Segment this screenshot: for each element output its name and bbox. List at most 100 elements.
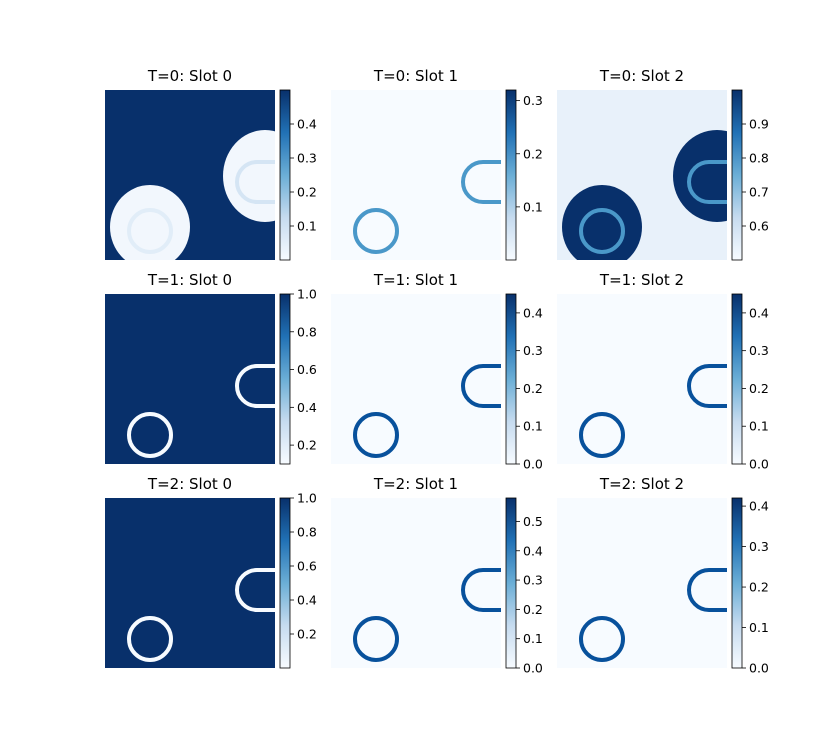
colorbar-tick-label: 0.9 bbox=[749, 117, 769, 132]
colorbar-tick-label: 1.0 bbox=[297, 287, 317, 302]
colorbar-tick-label: 0.4 bbox=[297, 117, 317, 132]
colorbar: 0.1 0.2 0.3 bbox=[505, 89, 543, 261]
heatmap-image bbox=[105, 294, 275, 464]
heatmap-panel-7: T=2: Slot 0 0.2 0.4 0.6 0.8 1.0 bbox=[105, 475, 317, 669]
colorbar-tick-label: 0.8 bbox=[297, 324, 317, 339]
c-ring bbox=[461, 364, 501, 408]
colorbar-tick-label: 1.0 bbox=[297, 491, 317, 506]
colorbar-tick-label: 0.7 bbox=[749, 185, 769, 200]
colorbar-tick-label: 0.2 bbox=[297, 438, 317, 453]
colorbar-gradient bbox=[505, 293, 517, 465]
colorbar: 0.2 0.4 0.6 0.8 1.0 bbox=[279, 491, 317, 669]
c-ring bbox=[687, 568, 727, 612]
c-ring bbox=[235, 364, 275, 408]
c-ring bbox=[687, 160, 727, 204]
blob bbox=[223, 130, 275, 222]
colorbar-tick-label: 0.1 bbox=[297, 219, 317, 234]
c-ring bbox=[235, 568, 275, 612]
panel-title: T=0: Slot 0 bbox=[147, 67, 232, 85]
colorbar-gradient bbox=[731, 89, 743, 261]
colorbar-tick-label: 0.4 bbox=[523, 543, 543, 558]
colorbar: 0.1 0.2 0.3 0.4 bbox=[279, 89, 317, 261]
colorbar-tick-label: 0.4 bbox=[749, 499, 769, 514]
circle-ring bbox=[127, 412, 173, 458]
heatmap-background bbox=[557, 294, 727, 464]
colorbar-tick-label: 0.3 bbox=[749, 539, 769, 554]
colorbar-gradient bbox=[279, 497, 291, 669]
colorbar-tick-label: 0.4 bbox=[297, 593, 317, 608]
colorbar-gradient bbox=[505, 89, 517, 261]
colorbar-tick-label: 0.2 bbox=[523, 146, 543, 161]
colorbar-tick-label: 0.0 bbox=[523, 661, 543, 676]
panel-title: T=2: Slot 0 bbox=[147, 475, 232, 493]
colorbar-tick-label: 0.1 bbox=[523, 199, 543, 214]
colorbar: 0.0 0.1 0.2 0.3 0.4 bbox=[505, 293, 543, 472]
heatmap-panel-1: T=0: Slot 0 0.1 0.2 0.3 0.4 bbox=[105, 67, 317, 261]
colorbar-tick-label: 0.8 bbox=[749, 151, 769, 166]
heatmap-image bbox=[557, 294, 727, 464]
c-ring bbox=[461, 160, 501, 204]
heatmap-background bbox=[331, 498, 501, 668]
heatmap-image bbox=[105, 498, 275, 668]
blob bbox=[110, 185, 190, 260]
heatmap-panel-2: T=0: Slot 1 0.1 0.2 0.3 bbox=[331, 67, 543, 261]
blob bbox=[562, 185, 642, 260]
circle-ring bbox=[353, 412, 399, 458]
circle-ring bbox=[579, 412, 625, 458]
colorbar-tick-label: 0.1 bbox=[749, 419, 769, 434]
colorbar-tick-label: 0.6 bbox=[297, 362, 317, 377]
heatmap-image bbox=[557, 498, 727, 668]
panel-title: T=0: Slot 2 bbox=[599, 67, 684, 85]
heatmap-panel-4: T=1: Slot 0 0.2 0.4 0.6 0.8 1.0 bbox=[105, 271, 317, 465]
colorbar: 0.0 0.1 0.2 0.3 0.4 0.5 bbox=[505, 497, 543, 676]
colorbar: 0.0 0.1 0.2 0.3 0.4 bbox=[731, 497, 769, 676]
colorbar-tick-label: 0.4 bbox=[523, 305, 543, 320]
panel-title: T=0: Slot 1 bbox=[373, 67, 458, 85]
colorbar-tick-label: 0.4 bbox=[749, 305, 769, 320]
heatmap-image bbox=[557, 90, 727, 260]
colorbar-tick-label: 0.2 bbox=[297, 185, 317, 200]
colorbar-tick-label: 0.5 bbox=[523, 514, 543, 529]
colorbar-gradient bbox=[279, 293, 291, 465]
colorbar: 0.6 0.7 0.8 0.9 bbox=[731, 89, 769, 261]
colorbar-tick-label: 0.6 bbox=[297, 559, 317, 574]
colorbar-tick-label: 0.2 bbox=[297, 627, 317, 642]
colorbar-tick-label: 0.2 bbox=[523, 602, 543, 617]
colorbar-tick-label: 0.2 bbox=[523, 381, 543, 396]
blob bbox=[673, 130, 727, 222]
colorbar: 0.2 0.4 0.6 0.8 1.0 bbox=[279, 287, 317, 465]
colorbar-gradient bbox=[731, 497, 743, 669]
heatmap-background bbox=[105, 294, 275, 464]
heatmap-image bbox=[331, 90, 501, 260]
heatmap-panel-6: T=1: Slot 2 0.0 0.1 0.2 0.3 0.4 bbox=[557, 271, 769, 472]
circle-ring bbox=[353, 208, 399, 254]
circle-ring bbox=[579, 208, 625, 254]
colorbar-tick-label: 0.3 bbox=[749, 343, 769, 358]
colorbar-tick-label: 0.3 bbox=[523, 573, 543, 588]
c-ring bbox=[235, 160, 275, 204]
colorbar-tick-label: 0.0 bbox=[749, 457, 769, 472]
circle-ring bbox=[127, 616, 173, 662]
c-ring bbox=[461, 568, 501, 612]
colorbar-tick-label: 0.4 bbox=[297, 400, 317, 415]
circle-ring bbox=[353, 616, 399, 662]
panel-title: T=1: Slot 2 bbox=[599, 271, 684, 289]
panel-title: T=1: Slot 0 bbox=[147, 271, 232, 289]
colorbar-tick-label: 0.1 bbox=[523, 631, 543, 646]
colorbar-tick-label: 0.6 bbox=[749, 219, 769, 234]
colorbar: 0.0 0.1 0.2 0.3 0.4 bbox=[731, 293, 769, 472]
heatmap-panel-5: T=1: Slot 1 0.0 0.1 0.2 0.3 0.4 bbox=[331, 271, 543, 472]
colorbar-tick-label: 0.0 bbox=[749, 661, 769, 676]
colorbar-tick-label: 0.3 bbox=[523, 343, 543, 358]
colorbar-tick-label: 0.8 bbox=[297, 525, 317, 540]
circle-ring bbox=[579, 616, 625, 662]
panel-title: T=2: Slot 2 bbox=[599, 475, 684, 493]
circle-ring bbox=[127, 208, 173, 254]
heatmap-background bbox=[331, 90, 501, 260]
heatmap-background bbox=[557, 498, 727, 668]
heatmap-image bbox=[331, 294, 501, 464]
colorbar-tick-label: 0.2 bbox=[749, 580, 769, 595]
colorbar-gradient bbox=[279, 89, 291, 261]
colorbar-gradient bbox=[731, 293, 743, 465]
